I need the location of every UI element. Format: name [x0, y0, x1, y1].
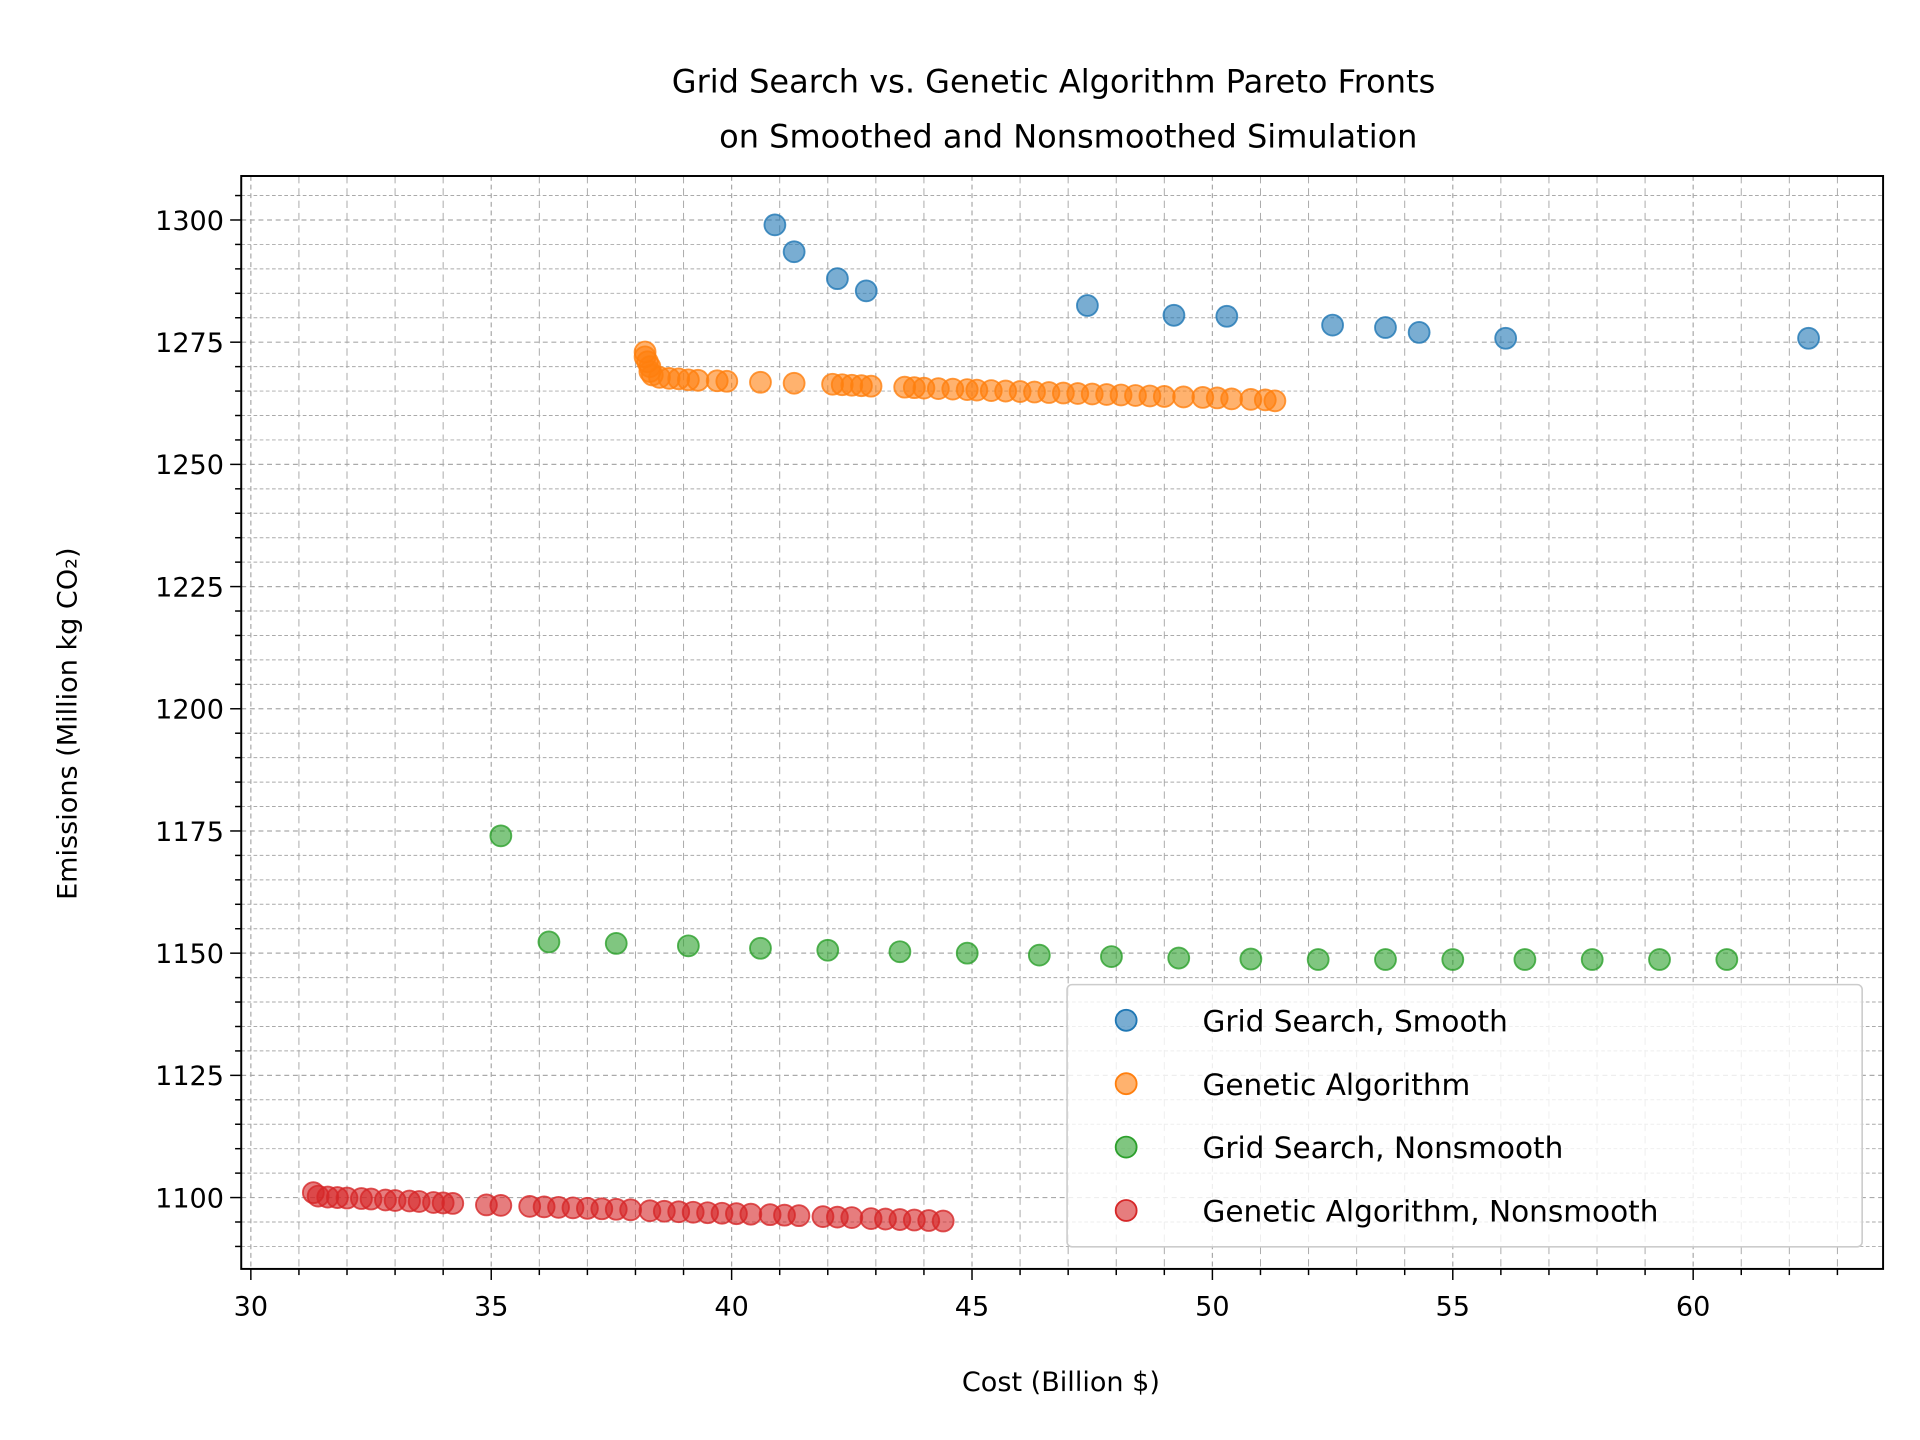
- x-tick-label: 55: [1436, 1292, 1470, 1323]
- data-point: [1494, 326, 1518, 350]
- x-tick-label: 30: [234, 1292, 268, 1323]
- y-tick-label: 1275: [155, 328, 224, 359]
- legend-marker: [1114, 1072, 1138, 1096]
- series-0: [763, 213, 1820, 350]
- data-point: [1172, 385, 1195, 409]
- data-point: [441, 1192, 465, 1215]
- x-tick-label: 50: [1195, 1292, 1229, 1323]
- chart-title-line1: Grid Search vs. Genetic Algorithm Pareto…: [672, 62, 1435, 100]
- data-point: [854, 279, 878, 303]
- data-point: [787, 1204, 811, 1228]
- legend-label: Grid Search, Nonsmooth: [1202, 1131, 1563, 1165]
- data-point: [1152, 385, 1176, 408]
- data-point: [1263, 389, 1287, 413]
- y-tick-label: 1300: [155, 206, 224, 237]
- y-axis-label: Emissions (Million kg CO₂): [52, 547, 83, 899]
- data-point: [1321, 313, 1344, 337]
- data-point: [749, 370, 772, 394]
- data-point: [888, 940, 912, 964]
- x-tick-label: 40: [714, 1292, 748, 1323]
- data-point: [1715, 948, 1739, 971]
- data-point: [1215, 304, 1239, 328]
- data-point: [739, 1202, 763, 1226]
- chart-title-line2: on Smoothed and Nonsmoothed Simulation: [719, 118, 1417, 156]
- data-point: [931, 1209, 955, 1233]
- data-point: [816, 938, 840, 962]
- series-2: [489, 824, 1739, 971]
- plot-frame: [240, 175, 1885, 1270]
- y-tick-label: 1100: [155, 1183, 224, 1214]
- data-point: [1513, 948, 1537, 971]
- series-1: [633, 340, 1287, 413]
- data-point: [1797, 326, 1820, 350]
- data-point: [1220, 387, 1244, 411]
- data-point: [686, 368, 710, 392]
- data-point: [1100, 945, 1123, 968]
- y-tick-label: 1175: [155, 817, 224, 848]
- data-point: [1407, 321, 1431, 344]
- x-tick-label: 35: [474, 1292, 508, 1323]
- x-tick-label: 60: [1676, 1292, 1710, 1323]
- data-point: [1374, 948, 1397, 971]
- data-point: [1027, 943, 1051, 967]
- legend-label: Genetic Algorithm: [1202, 1068, 1470, 1102]
- legend-marker: [1114, 1135, 1138, 1159]
- y-tick-label: 1125: [155, 1061, 224, 1092]
- data-point: [840, 1206, 864, 1229]
- series-3: [301, 1181, 955, 1233]
- data-point: [1648, 948, 1671, 971]
- data-point: [676, 934, 700, 958]
- data-point: [604, 932, 628, 955]
- data-point: [955, 941, 979, 965]
- axis-ticks: 30 35 40 45 50 55 60 1100 1125 1150 1175 1200 1225 12…: [155, 194, 1839, 1323]
- data-points: [301, 213, 1820, 1233]
- legend-label: Grid Search, Smooth: [1202, 1004, 1507, 1038]
- legend-label: Genetic Algorithm, Nonsmooth: [1202, 1195, 1658, 1229]
- data-point: [1374, 316, 1397, 339]
- y-tick-label: 1150: [155, 939, 224, 970]
- data-point: [749, 936, 772, 960]
- data-point: [826, 267, 849, 291]
- data-point: [489, 1193, 513, 1217]
- y-tick-label: 1200: [155, 695, 224, 726]
- data-point: [1167, 946, 1191, 970]
- data-point: [537, 930, 561, 954]
- data-point: [1162, 303, 1186, 327]
- data-point: [859, 374, 883, 398]
- data-point: [1306, 948, 1330, 971]
- data-point: [715, 369, 739, 393]
- data-point: [619, 1198, 643, 1222]
- data-point: [1239, 947, 1263, 971]
- y-tick-label: 1250: [155, 450, 224, 481]
- x-tick-label: 45: [955, 1292, 989, 1323]
- data-point: [1580, 948, 1604, 971]
- data-point: [782, 240, 806, 264]
- data-point: [1076, 294, 1099, 317]
- legend: Grid Search, Smooth Genetic Algorithm Grid…: [1066, 983, 1863, 1248]
- legend-marker: [1114, 1199, 1138, 1222]
- legend-box: [1066, 983, 1863, 1248]
- data-point: [1441, 948, 1465, 971]
- data-point: [782, 371, 806, 395]
- data-point: [489, 824, 513, 848]
- data-point: [763, 213, 787, 237]
- x-axis-label: Cost (Billion $): [962, 1367, 1160, 1398]
- y-tick-label: 1225: [155, 572, 224, 603]
- legend-marker: [1114, 1008, 1138, 1032]
